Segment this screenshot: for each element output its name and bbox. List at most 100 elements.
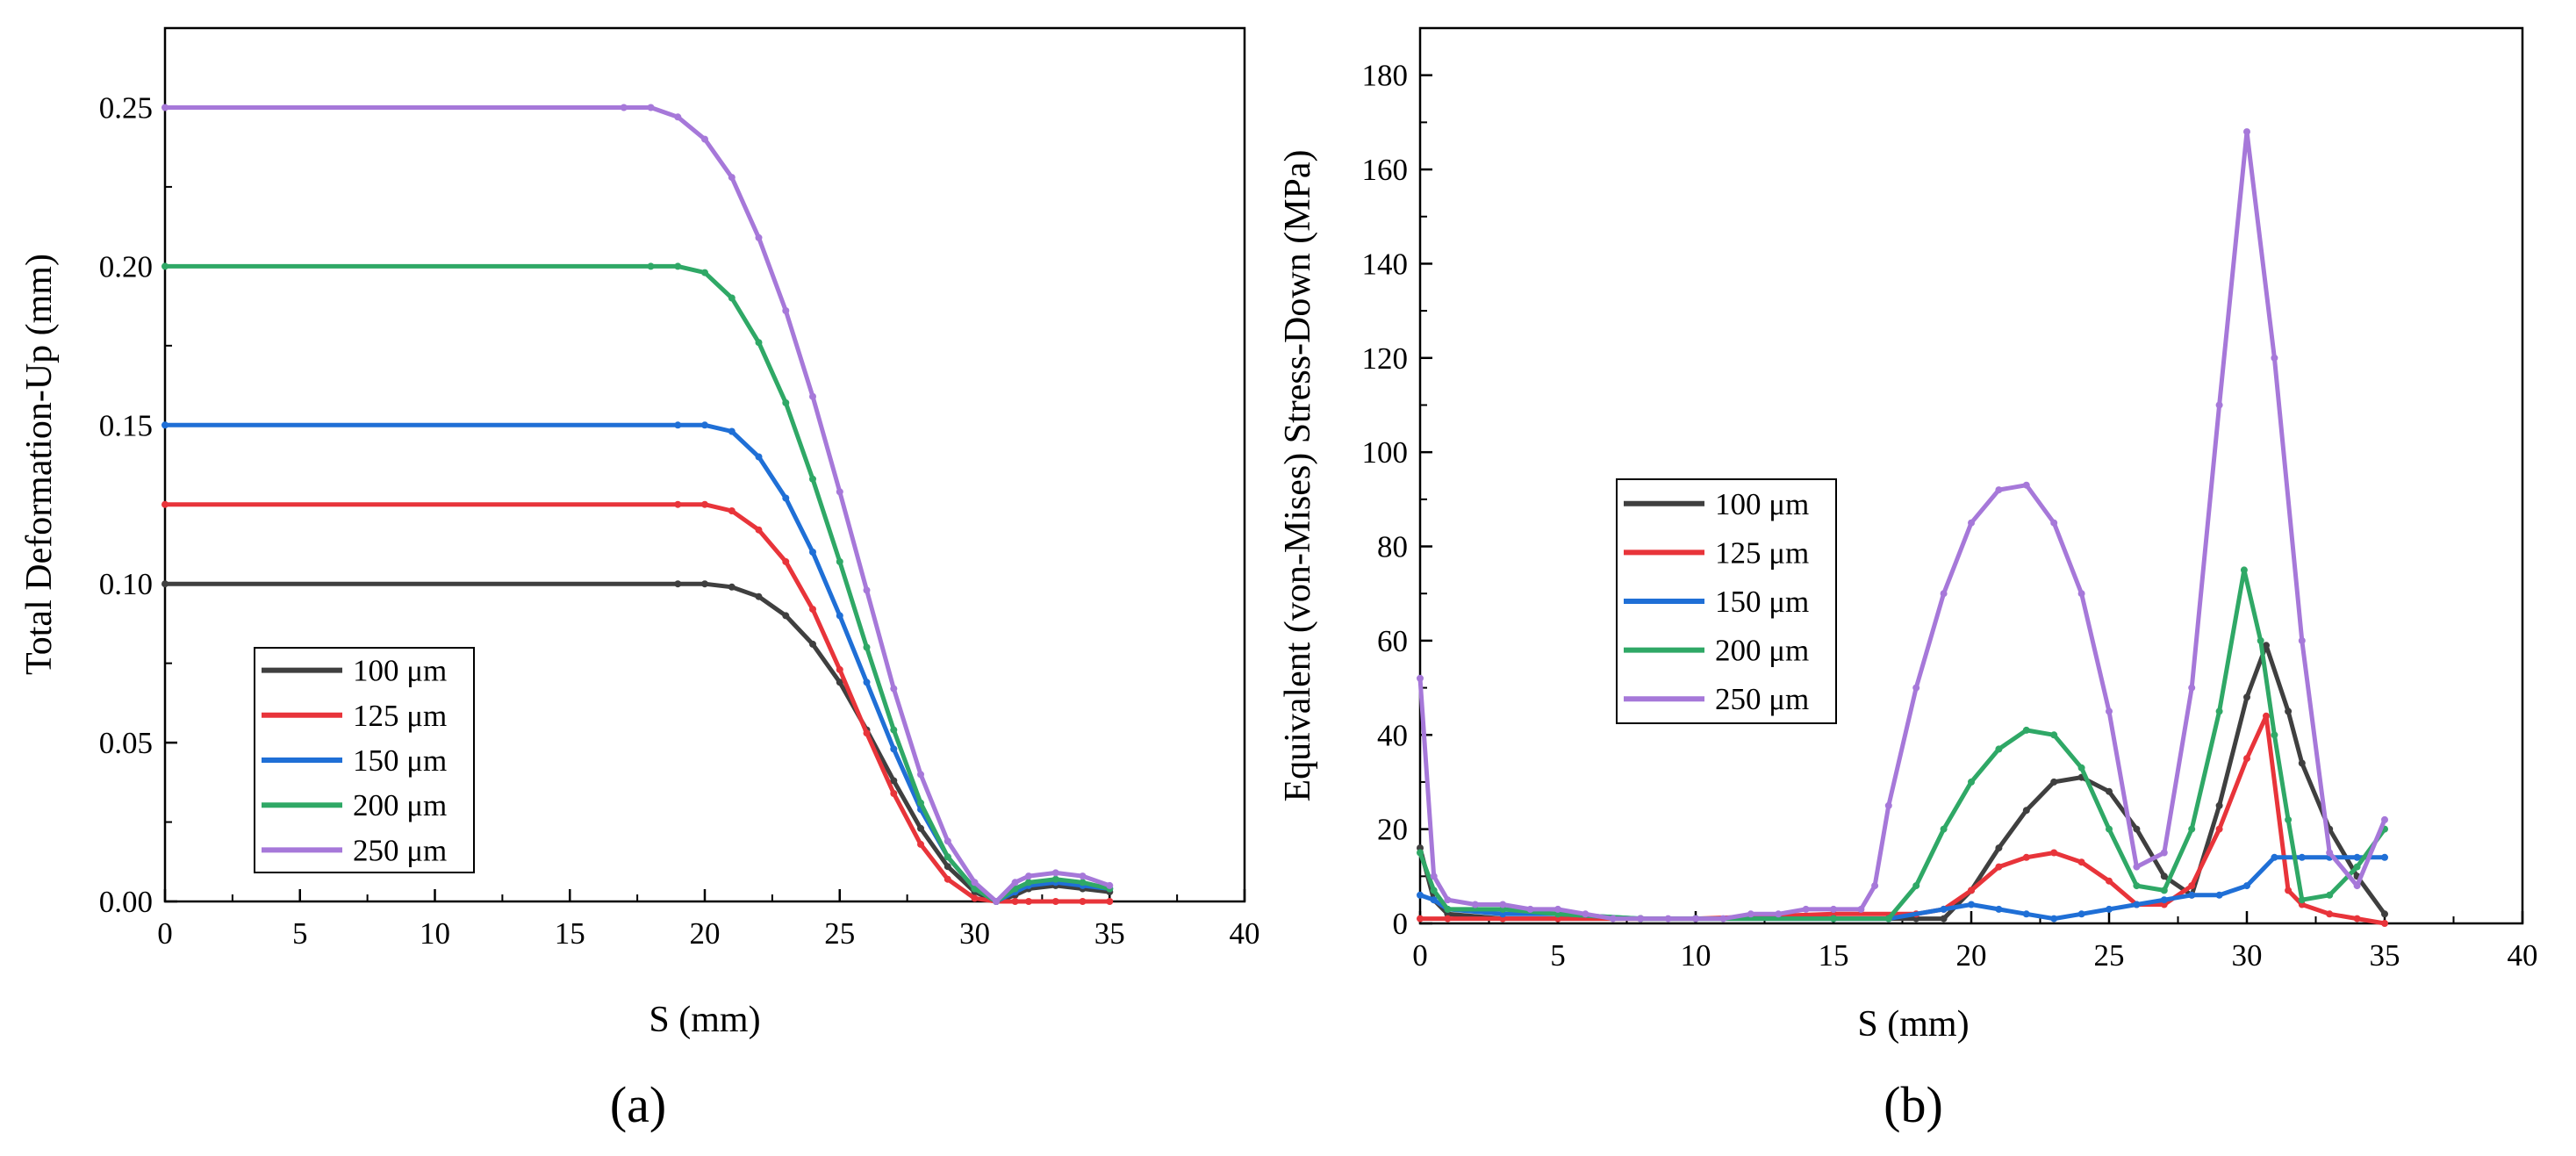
data-point-b-250-7 — [1582, 910, 1589, 918]
data-point-b-200-1 — [1430, 887, 1438, 894]
data-point-b-200-7 — [1830, 915, 1837, 923]
data-point-b-125-10 — [1995, 863, 2003, 871]
axis-ticks-b: 0 5 10 15 20 25 30 35 40 0 20 40 60 80 100 120 140 160 180 — [1362, 59, 2538, 973]
y-tick-label-b-1: 20 — [1377, 813, 1408, 847]
data-point-a-250-15 — [993, 898, 1001, 905]
data-point-b-150-9 — [1940, 905, 1948, 913]
data-point-b-150-13 — [2050, 915, 2058, 923]
data-point-b-250-27 — [2106, 707, 2113, 715]
y-tick-label-b-9: 180 — [1362, 59, 1409, 93]
data-point-a-150-1 — [674, 421, 682, 429]
data-point-b-200-8 — [1884, 915, 1892, 923]
data-point-b-125-25 — [2381, 920, 2388, 927]
data-point-b-200-26 — [2326, 891, 2334, 899]
data-point-a-200-10 — [890, 726, 898, 734]
data-point-b-100-9 — [1940, 915, 1948, 923]
legend-b: 100 μm 125 μm 150 μm 200 μm 250 μm — [1616, 478, 1837, 724]
data-point-b-150-19 — [2215, 891, 2223, 899]
data-point-a-250-8 — [809, 392, 816, 400]
data-point-b-250-21 — [1940, 590, 1948, 598]
data-point-b-250-12 — [1719, 915, 1727, 923]
data-point-b-100-12 — [2022, 807, 2030, 815]
data-point-b-125-14 — [2106, 877, 2113, 885]
data-point-a-125-15 — [1025, 898, 1032, 905]
x-tick-label-b-3: 15 — [1819, 938, 1849, 973]
legend-label-a-250: 250 μm — [353, 833, 447, 867]
data-point-b-150-21 — [2271, 853, 2278, 861]
data-point-b-250-0 — [1417, 674, 1424, 682]
data-point-a-100-1 — [674, 580, 682, 588]
x-tick-label-a-8: 40 — [1230, 916, 1260, 951]
data-point-b-250-8 — [1609, 915, 1617, 923]
y-tick-label-b-8: 160 — [1362, 153, 1409, 187]
data-point-a-100-5 — [782, 612, 790, 620]
data-point-b-150-11 — [1995, 905, 2003, 913]
y-tick-label-b-3: 60 — [1377, 624, 1408, 658]
data-point-b-250-19 — [1884, 801, 1892, 809]
data-point-b-100-16 — [2133, 825, 2141, 833]
y-tick-label-b-5: 100 — [1362, 435, 1409, 470]
x-axis-title-b: S (mm) — [1857, 1004, 1969, 1045]
data-point-a-250-13 — [944, 837, 951, 845]
legend-label-a-200: 200 μm — [353, 788, 447, 822]
data-point-b-100-20 — [2243, 693, 2250, 701]
data-point-b-250-30 — [2188, 684, 2196, 692]
y-axis-title-a: Total Deformation-Up (mm) — [19, 254, 60, 675]
data-point-a-250-7 — [782, 307, 790, 314]
data-point-a-200-18 — [1079, 879, 1087, 887]
data-point-b-150-10 — [1968, 901, 1975, 908]
legend-label-b-100: 100 μm — [1715, 487, 1809, 521]
data-point-a-250-10 — [863, 586, 871, 594]
data-point-b-250-3 — [1471, 901, 1479, 908]
series-group-b — [1417, 128, 2388, 927]
x-tick-label-b-7: 35 — [2370, 938, 2400, 973]
data-point-b-250-31 — [2215, 401, 2223, 409]
data-point-b-200-10 — [1940, 825, 1948, 833]
data-point-a-250-4 — [701, 135, 708, 143]
data-point-b-125-12 — [2050, 849, 2058, 857]
y-tick-label-b-7: 140 — [1362, 247, 1409, 281]
data-point-b-150-24 — [2353, 853, 2361, 861]
data-point-b-150-22 — [2298, 853, 2306, 861]
data-point-a-200-16 — [1025, 879, 1032, 887]
data-point-a-125-17 — [1079, 898, 1087, 905]
data-point-b-250-20 — [1912, 684, 1920, 692]
data-point-a-250-5 — [728, 174, 735, 182]
panel-label-a: (a) — [610, 1076, 666, 1133]
y-tick-label-a-4: 0.20 — [99, 249, 153, 284]
x-tick-label-b-2: 10 — [1681, 938, 1711, 973]
x-axis-title-a: S (mm) — [649, 1000, 760, 1040]
data-point-b-200-23 — [2271, 731, 2278, 739]
x-tick-label-a-1: 5 — [292, 916, 308, 951]
data-point-b-250-5 — [1526, 905, 1534, 913]
data-point-a-250-2 — [647, 104, 655, 111]
chart-panel-b: 0 5 10 15 20 25 30 35 40 0 20 40 60 80 100 120 140 160 180… — [1278, 26, 2538, 1133]
legend-label-a-125: 125 μm — [353, 699, 447, 733]
data-point-b-250-14 — [1775, 910, 1783, 918]
data-point-b-250-25 — [2050, 519, 2058, 527]
data-point-b-125-18 — [2215, 825, 2223, 833]
data-point-b-100-11 — [1995, 844, 2003, 852]
data-point-a-200-6 — [782, 398, 790, 406]
data-point-b-100-23 — [2298, 759, 2306, 767]
data-point-a-250-19 — [1079, 872, 1087, 880]
plot-frame-b — [1418, 26, 2524, 925]
data-point-b-100-17 — [2160, 872, 2168, 880]
data-point-a-125-1 — [674, 500, 682, 508]
data-point-a-100-0 — [161, 580, 169, 588]
data-point-b-200-20 — [2215, 707, 2223, 715]
data-point-a-200-7 — [809, 475, 816, 483]
y-tick-label-a-2: 0.10 — [99, 567, 153, 601]
x-tick-label-a-2: 10 — [420, 916, 450, 951]
data-point-a-200-12 — [944, 853, 951, 861]
data-point-a-100-7 — [836, 679, 843, 686]
data-point-b-250-29 — [2160, 849, 2168, 857]
data-point-a-125-14 — [1011, 898, 1019, 905]
data-point-b-150-14 — [2077, 910, 2085, 918]
data-point-b-250-11 — [1692, 915, 1699, 923]
data-point-b-200-25 — [2298, 896, 2306, 904]
data-point-a-200-0 — [161, 262, 169, 270]
data-point-b-125-1 — [1444, 915, 1452, 923]
data-point-b-200-22 — [2257, 636, 2264, 644]
